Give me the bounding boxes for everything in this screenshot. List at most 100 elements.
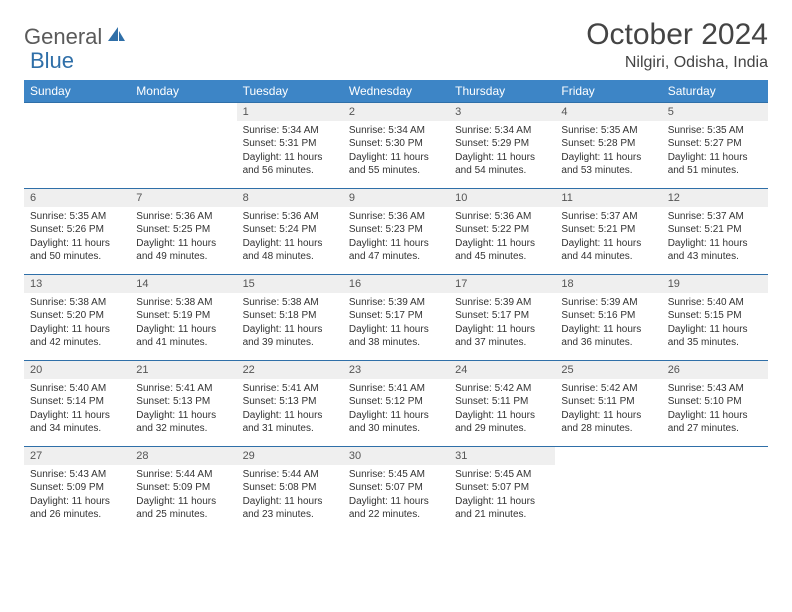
day-number: 12: [662, 189, 768, 207]
day-number: 25: [555, 361, 661, 379]
day-number: [555, 447, 661, 465]
daylight-text: Daylight: 11 hours and 26 minutes.: [30, 495, 124, 522]
daylight-text: Daylight: 11 hours and 36 minutes.: [561, 323, 655, 350]
day-number: 23: [343, 361, 449, 379]
daylight-text: Daylight: 11 hours and 35 minutes.: [668, 323, 762, 350]
daylight-text: Daylight: 11 hours and 27 minutes.: [668, 409, 762, 436]
day-cell: Sunrise: 5:34 AMSunset: 5:30 PMDaylight:…: [343, 121, 449, 189]
calendar-page: General October 2024 Nilgiri, Odisha, In…: [0, 0, 792, 551]
day-number: 4: [555, 103, 661, 121]
day-number: 17: [449, 275, 555, 293]
daynum-row: 2728293031: [24, 447, 768, 465]
day-cell: Sunrise: 5:39 AMSunset: 5:16 PMDaylight:…: [555, 293, 661, 361]
sunrise-text: Sunrise: 5:44 AM: [243, 468, 337, 482]
sunset-text: Sunset: 5:09 PM: [136, 481, 230, 495]
month-title: October 2024: [586, 18, 768, 52]
content-row: Sunrise: 5:38 AMSunset: 5:20 PMDaylight:…: [24, 293, 768, 361]
sunset-text: Sunset: 5:27 PM: [668, 137, 762, 151]
day-number: 15: [237, 275, 343, 293]
day-number: 3: [449, 103, 555, 121]
daylight-text: Daylight: 11 hours and 34 minutes.: [30, 409, 124, 436]
sunrise-text: Sunrise: 5:35 AM: [561, 124, 655, 138]
day-number: [24, 103, 130, 121]
sunrise-text: Sunrise: 5:42 AM: [455, 382, 549, 396]
day-cell: Sunrise: 5:39 AMSunset: 5:17 PMDaylight:…: [449, 293, 555, 361]
sunrise-text: Sunrise: 5:34 AM: [243, 124, 337, 138]
daylight-text: Daylight: 11 hours and 21 minutes.: [455, 495, 549, 522]
day-number: 13: [24, 275, 130, 293]
sunrise-text: Sunrise: 5:35 AM: [668, 124, 762, 138]
day-number: 24: [449, 361, 555, 379]
sunset-text: Sunset: 5:12 PM: [349, 395, 443, 409]
sunset-text: Sunset: 5:13 PM: [136, 395, 230, 409]
sunset-text: Sunset: 5:11 PM: [455, 395, 549, 409]
day-cell: Sunrise: 5:45 AMSunset: 5:07 PMDaylight:…: [449, 465, 555, 533]
sunset-text: Sunset: 5:17 PM: [349, 309, 443, 323]
day-number: 8: [237, 189, 343, 207]
day-number: 18: [555, 275, 661, 293]
content-row: Sunrise: 5:43 AMSunset: 5:09 PMDaylight:…: [24, 465, 768, 533]
sunset-text: Sunset: 5:21 PM: [668, 223, 762, 237]
day-cell: Sunrise: 5:37 AMSunset: 5:21 PMDaylight:…: [555, 207, 661, 275]
day-cell: Sunrise: 5:44 AMSunset: 5:08 PMDaylight:…: [237, 465, 343, 533]
daylight-text: Daylight: 11 hours and 54 minutes.: [455, 151, 549, 178]
sunset-text: Sunset: 5:29 PM: [455, 137, 549, 151]
day-cell: Sunrise: 5:35 AMSunset: 5:28 PMDaylight:…: [555, 121, 661, 189]
sunrise-text: Sunrise: 5:36 AM: [243, 210, 337, 224]
day-cell: Sunrise: 5:42 AMSunset: 5:11 PMDaylight:…: [449, 379, 555, 447]
day-number: [662, 447, 768, 465]
day-number: 11: [555, 189, 661, 207]
day-cell: [24, 121, 130, 189]
content-row: Sunrise: 5:34 AMSunset: 5:31 PMDaylight:…: [24, 121, 768, 189]
sunrise-text: Sunrise: 5:44 AM: [136, 468, 230, 482]
sunrise-text: Sunrise: 5:41 AM: [243, 382, 337, 396]
sunrise-text: Sunrise: 5:40 AM: [668, 296, 762, 310]
day-cell: Sunrise: 5:43 AMSunset: 5:10 PMDaylight:…: [662, 379, 768, 447]
day-header: Sunday: [24, 80, 130, 103]
daylight-text: Daylight: 11 hours and 25 minutes.: [136, 495, 230, 522]
daylight-text: Daylight: 11 hours and 42 minutes.: [30, 323, 124, 350]
daylight-text: Daylight: 11 hours and 30 minutes.: [349, 409, 443, 436]
daylight-text: Daylight: 11 hours and 22 minutes.: [349, 495, 443, 522]
sunset-text: Sunset: 5:18 PM: [243, 309, 337, 323]
content-row: Sunrise: 5:40 AMSunset: 5:14 PMDaylight:…: [24, 379, 768, 447]
day-number: 26: [662, 361, 768, 379]
day-cell: Sunrise: 5:41 AMSunset: 5:13 PMDaylight:…: [130, 379, 236, 447]
sunrise-text: Sunrise: 5:38 AM: [30, 296, 124, 310]
sunset-text: Sunset: 5:21 PM: [561, 223, 655, 237]
sunset-text: Sunset: 5:16 PM: [561, 309, 655, 323]
day-cell: Sunrise: 5:34 AMSunset: 5:29 PMDaylight:…: [449, 121, 555, 189]
sunset-text: Sunset: 5:20 PM: [30, 309, 124, 323]
daylight-text: Daylight: 11 hours and 37 minutes.: [455, 323, 549, 350]
sunrise-text: Sunrise: 5:35 AM: [30, 210, 124, 224]
daylight-text: Daylight: 11 hours and 50 minutes.: [30, 237, 124, 264]
day-cell: Sunrise: 5:42 AMSunset: 5:11 PMDaylight:…: [555, 379, 661, 447]
daylight-text: Daylight: 11 hours and 23 minutes.: [243, 495, 337, 522]
day-cell: Sunrise: 5:36 AMSunset: 5:23 PMDaylight:…: [343, 207, 449, 275]
day-cell: Sunrise: 5:38 AMSunset: 5:20 PMDaylight:…: [24, 293, 130, 361]
day-number: 9: [343, 189, 449, 207]
day-number: 21: [130, 361, 236, 379]
day-number: 20: [24, 361, 130, 379]
day-number: 1: [237, 103, 343, 121]
sunset-text: Sunset: 5:30 PM: [349, 137, 443, 151]
day-cell: Sunrise: 5:38 AMSunset: 5:18 PMDaylight:…: [237, 293, 343, 361]
day-number: 7: [130, 189, 236, 207]
day-header: Wednesday: [343, 80, 449, 103]
content-row: Sunrise: 5:35 AMSunset: 5:26 PMDaylight:…: [24, 207, 768, 275]
sunrise-text: Sunrise: 5:34 AM: [455, 124, 549, 138]
day-number: 28: [130, 447, 236, 465]
day-cell: Sunrise: 5:41 AMSunset: 5:13 PMDaylight:…: [237, 379, 343, 447]
daylight-text: Daylight: 11 hours and 44 minutes.: [561, 237, 655, 264]
day-number: 10: [449, 189, 555, 207]
sunrise-text: Sunrise: 5:38 AM: [136, 296, 230, 310]
sunset-text: Sunset: 5:08 PM: [243, 481, 337, 495]
day-cell: Sunrise: 5:38 AMSunset: 5:19 PMDaylight:…: [130, 293, 236, 361]
day-cell: Sunrise: 5:41 AMSunset: 5:12 PMDaylight:…: [343, 379, 449, 447]
sunrise-text: Sunrise: 5:39 AM: [455, 296, 549, 310]
day-header: Tuesday: [237, 80, 343, 103]
daylight-text: Daylight: 11 hours and 38 minutes.: [349, 323, 443, 350]
day-cell: Sunrise: 5:36 AMSunset: 5:24 PMDaylight:…: [237, 207, 343, 275]
sunset-text: Sunset: 5:25 PM: [136, 223, 230, 237]
day-cell: [662, 465, 768, 533]
